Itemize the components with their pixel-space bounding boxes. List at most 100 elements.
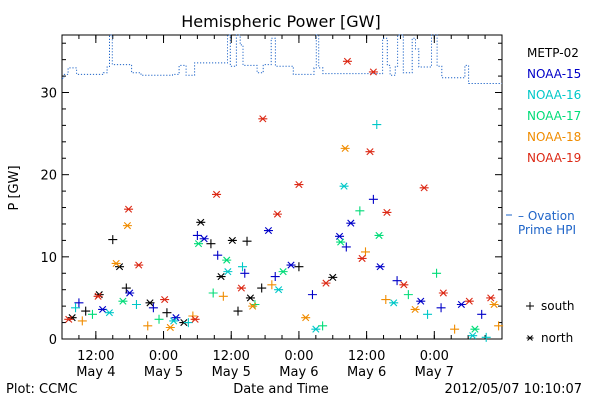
north-point-marker bbox=[222, 256, 232, 264]
south-point-marker bbox=[143, 321, 153, 331]
x-tick-date-label: May 5 bbox=[144, 365, 183, 380]
north-point-marker bbox=[470, 325, 480, 333]
series-noaa-16 bbox=[71, 120, 491, 342]
north-point-marker bbox=[134, 261, 144, 269]
north-point-marker bbox=[382, 208, 392, 217]
north-point-marker bbox=[399, 281, 409, 289]
south-point-marker bbox=[318, 321, 328, 331]
south-point-marker bbox=[131, 299, 141, 309]
series-noaa-19 bbox=[64, 57, 496, 323]
north-point-marker bbox=[438, 289, 448, 297]
south-point-marker bbox=[450, 324, 460, 334]
series-noaa-17 bbox=[87, 206, 480, 333]
south-marker-symbol bbox=[526, 302, 534, 310]
north-point-marker bbox=[122, 222, 132, 230]
north-point-marker bbox=[410, 305, 420, 314]
legend-entry-noaa-18: NOAA-18 bbox=[527, 130, 581, 144]
north-point-marker bbox=[263, 226, 273, 235]
north-point-marker bbox=[64, 315, 74, 323]
north-point-marker bbox=[419, 184, 429, 192]
south-point-marker bbox=[436, 303, 446, 313]
south-point-marker bbox=[81, 306, 91, 316]
north-point-marker bbox=[194, 240, 204, 248]
series-noaa-18 bbox=[77, 144, 504, 334]
south-point-marker bbox=[423, 309, 433, 319]
south-point-marker bbox=[87, 309, 97, 319]
north-point-marker bbox=[165, 323, 175, 332]
south-point-marker bbox=[154, 314, 164, 324]
legend-entry-noaa-17: NOAA-17 bbox=[527, 109, 581, 123]
south-point-marker bbox=[74, 298, 84, 308]
south-point-marker bbox=[477, 309, 487, 319]
north-point-marker bbox=[416, 297, 426, 305]
north-point-marker bbox=[93, 292, 103, 300]
legend-entry-noaa-15: NOAA-15 bbox=[527, 67, 581, 81]
north-marker-symbol bbox=[526, 335, 534, 341]
north-point-marker bbox=[464, 297, 474, 305]
north-point-marker bbox=[294, 180, 304, 189]
south-point-marker bbox=[481, 332, 491, 342]
south-point-marker bbox=[71, 303, 81, 313]
legend-entry-noaa-16: NOAA-16 bbox=[527, 88, 581, 102]
north-point-marker bbox=[216, 272, 226, 281]
south-point-marker bbox=[233, 306, 243, 316]
north-point-marker bbox=[125, 289, 135, 297]
x-tick-time-label: 12:00 bbox=[348, 349, 385, 364]
x-tick-date-label: May 5 bbox=[212, 365, 251, 380]
north-point-marker bbox=[104, 309, 114, 317]
north-point-marker bbox=[258, 115, 268, 123]
north-point-marker bbox=[357, 254, 367, 263]
data-points bbox=[64, 57, 504, 342]
y-tick-label: 0 bbox=[49, 333, 57, 348]
south-point-marker bbox=[192, 230, 202, 240]
north-point-marker bbox=[286, 261, 296, 269]
south-point-marker bbox=[148, 303, 158, 313]
north-point-marker bbox=[368, 68, 378, 76]
north-point-marker bbox=[160, 295, 170, 304]
north-point-marker bbox=[115, 263, 125, 271]
north-point-marker bbox=[223, 268, 233, 276]
ovation-prime-hpi-line bbox=[62, 34, 502, 84]
y-axis-label: P [GW] bbox=[7, 165, 22, 210]
north-point-marker bbox=[190, 315, 200, 323]
north-point-marker bbox=[212, 190, 222, 198]
x-tick-time-label: 12:00 bbox=[212, 349, 249, 364]
south-point-marker bbox=[183, 318, 193, 328]
south-point-marker bbox=[368, 194, 378, 204]
south-point-marker bbox=[162, 308, 172, 318]
north-point-marker bbox=[111, 259, 121, 267]
ovation-legend-label: – Ovation bbox=[518, 209, 575, 223]
legend: METP-02 NOAA-15 NOAA-16 NOAA-17 NOAA-18 NOAA-… bbox=[506, 46, 581, 345]
north-point-marker bbox=[468, 332, 478, 340]
south-point-marker bbox=[121, 283, 131, 293]
ovation-prime-hpi-series bbox=[62, 34, 502, 84]
south-point-marker bbox=[267, 280, 277, 290]
y-tick-label: 10 bbox=[40, 251, 57, 266]
south-point-marker bbox=[341, 242, 351, 252]
south-point-marker bbox=[432, 268, 442, 278]
north-point-marker bbox=[321, 279, 331, 287]
north-point-marker bbox=[196, 218, 206, 226]
north-point-marker bbox=[98, 305, 108, 314]
plot-timestamp: 2012/05/07 10:10:07 bbox=[445, 382, 582, 397]
south-point-marker bbox=[372, 120, 382, 130]
north-point-marker bbox=[124, 205, 134, 213]
north-point-marker bbox=[389, 299, 399, 307]
south-point-marker bbox=[208, 288, 218, 298]
x-axis-label: Date and Time bbox=[233, 382, 329, 397]
north-point-marker bbox=[236, 284, 246, 292]
north-point-marker bbox=[489, 300, 499, 309]
ovation-legend-label: Prime HPI bbox=[518, 223, 576, 237]
north-point-marker bbox=[301, 314, 311, 322]
south-point-marker bbox=[108, 235, 118, 245]
north-point-marker bbox=[145, 299, 155, 307]
south-point-marker bbox=[270, 272, 280, 282]
north-point-marker bbox=[486, 294, 496, 302]
north-point-marker bbox=[278, 268, 288, 276]
north-point-marker bbox=[346, 219, 356, 227]
north-point-marker bbox=[311, 325, 321, 333]
x-tick-date-label: May 7 bbox=[415, 365, 454, 380]
y-tick-label: 30 bbox=[40, 87, 57, 102]
